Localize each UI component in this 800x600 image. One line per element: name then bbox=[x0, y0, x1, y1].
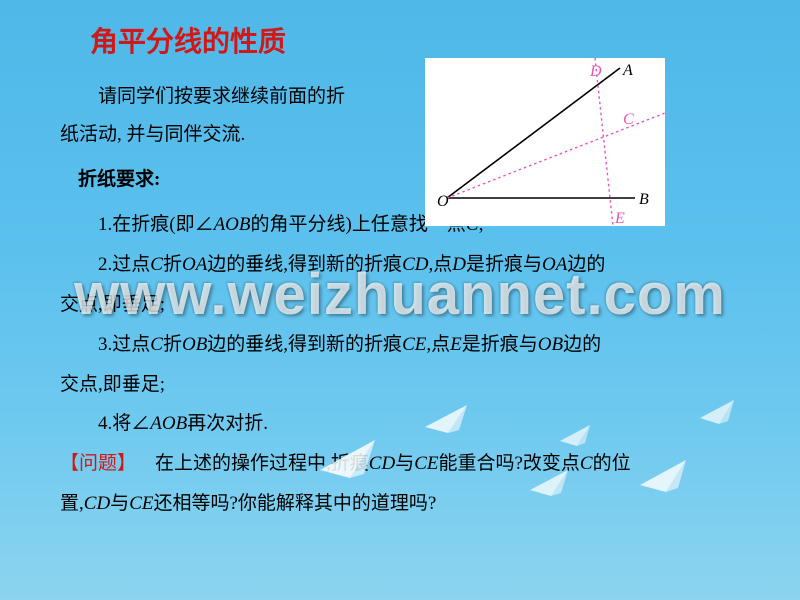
svg-text:B: B bbox=[639, 191, 649, 208]
t: 交点,即垂足; bbox=[60, 374, 165, 395]
step-3a: 3.过点C折OB边的垂线,得到新的折痕CE,点E是折痕与OB边的 bbox=[60, 325, 740, 365]
slide-title: 角平分线的性质 bbox=[90, 20, 740, 60]
t: CE bbox=[402, 334, 426, 355]
svg-text:C: C bbox=[623, 111, 634, 128]
t: ,点 bbox=[426, 334, 450, 355]
intro-line1: 请同学们按要求继续前面的折 bbox=[60, 78, 380, 116]
intro-line2: 纸活动, 并与同伴交流. bbox=[60, 116, 380, 154]
t: OB bbox=[538, 334, 563, 355]
t: E bbox=[450, 334, 462, 355]
t: CD bbox=[402, 254, 428, 275]
t: OA bbox=[182, 254, 207, 275]
step-2b: 交点,即垂足; bbox=[60, 285, 740, 325]
step-2a: 2.过点C折OA边的垂线,得到新的折痕CD,点D是折痕与OA边的 bbox=[60, 245, 740, 285]
intro-text: 请同学们按要求继续前面的折 纸活动, 并与同伴交流. bbox=[60, 78, 380, 154]
t: CE bbox=[129, 493, 153, 514]
t: C bbox=[580, 453, 593, 474]
t: 在上述的操作过程中,折痕 bbox=[155, 453, 369, 474]
t: AOB bbox=[150, 413, 187, 434]
slide: 角平分线的性质 请同学们按要求继续前面的折 纸活动, 并与同伴交流. O A B… bbox=[0, 0, 800, 600]
t: 3.过点 bbox=[98, 334, 150, 355]
geometry-diagram: O A B D C E bbox=[425, 58, 665, 226]
t: D bbox=[452, 254, 466, 275]
t: 交点,即垂足; bbox=[60, 294, 165, 315]
t: 置, bbox=[60, 493, 84, 514]
step-3b: 交点,即垂足; bbox=[60, 365, 740, 405]
question-line2: 置,CD与CE还相等吗?你能解释其中的道理吗? bbox=[60, 484, 740, 524]
t: C bbox=[150, 334, 163, 355]
question-line1: 【问题】 在上述的操作过程中,折痕CD与CE能重合吗?改变点C的位 bbox=[60, 444, 740, 484]
t: 能重合吗?改变点 bbox=[438, 453, 579, 474]
t: ,点 bbox=[428, 254, 452, 275]
t: C bbox=[150, 254, 163, 275]
t: AOB bbox=[214, 214, 251, 235]
t: CD bbox=[84, 493, 110, 514]
t: CD bbox=[369, 453, 395, 474]
svg-text:E: E bbox=[614, 210, 625, 226]
t: 再次对折. bbox=[187, 413, 268, 434]
t: 2.过点 bbox=[98, 254, 150, 275]
svg-text:A: A bbox=[622, 62, 633, 79]
t: 边的垂线,得到新的折痕 bbox=[207, 254, 402, 275]
t: 边的 bbox=[563, 334, 601, 355]
t: 是折痕与 bbox=[466, 254, 542, 275]
step-4: 4.将∠AOB再次对折. bbox=[60, 404, 740, 444]
t: 折 bbox=[163, 254, 182, 275]
t: 还相等吗?你能解释其中的道理吗? bbox=[153, 493, 436, 514]
svg-text:D: D bbox=[589, 63, 602, 80]
t: 是折痕与 bbox=[462, 334, 538, 355]
t: 1.在折痕(即∠ bbox=[98, 214, 214, 235]
t: OB bbox=[182, 334, 207, 355]
t: 与 bbox=[110, 493, 129, 514]
t: 与 bbox=[395, 453, 414, 474]
t: 的位 bbox=[593, 453, 631, 474]
question-label: 【问题】 bbox=[60, 453, 136, 474]
svg-text:O: O bbox=[437, 193, 449, 210]
t: 边的垂线,得到新的折痕 bbox=[207, 334, 402, 355]
t: 折 bbox=[163, 334, 182, 355]
t: OA bbox=[542, 254, 567, 275]
t: CE bbox=[414, 453, 438, 474]
t: 边的 bbox=[567, 254, 605, 275]
t: 4.将∠ bbox=[98, 413, 150, 434]
body-text: 1.在折痕(即∠AOB的角平分线)上任意找一点C; 2.过点C折OA边的垂线,得… bbox=[60, 205, 740, 524]
